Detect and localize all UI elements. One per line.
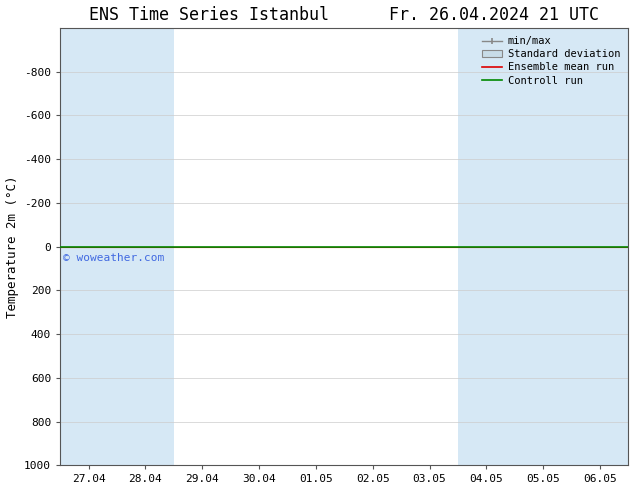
Bar <box>60 28 117 465</box>
Y-axis label: Temperature 2m (°C): Temperature 2m (°C) <box>6 175 18 318</box>
Title: ENS Time Series Istanbul      Fr. 26.04.2024 21 UTC: ENS Time Series Istanbul Fr. 26.04.2024 … <box>89 5 599 24</box>
Text: © woweather.com: © woweather.com <box>63 253 164 263</box>
Bar <box>572 28 628 465</box>
Legend: min/max, Standard deviation, Ensemble mean run, Controll run: min/max, Standard deviation, Ensemble me… <box>479 33 623 89</box>
Bar <box>458 28 515 465</box>
Bar <box>515 28 572 465</box>
Bar <box>117 28 174 465</box>
